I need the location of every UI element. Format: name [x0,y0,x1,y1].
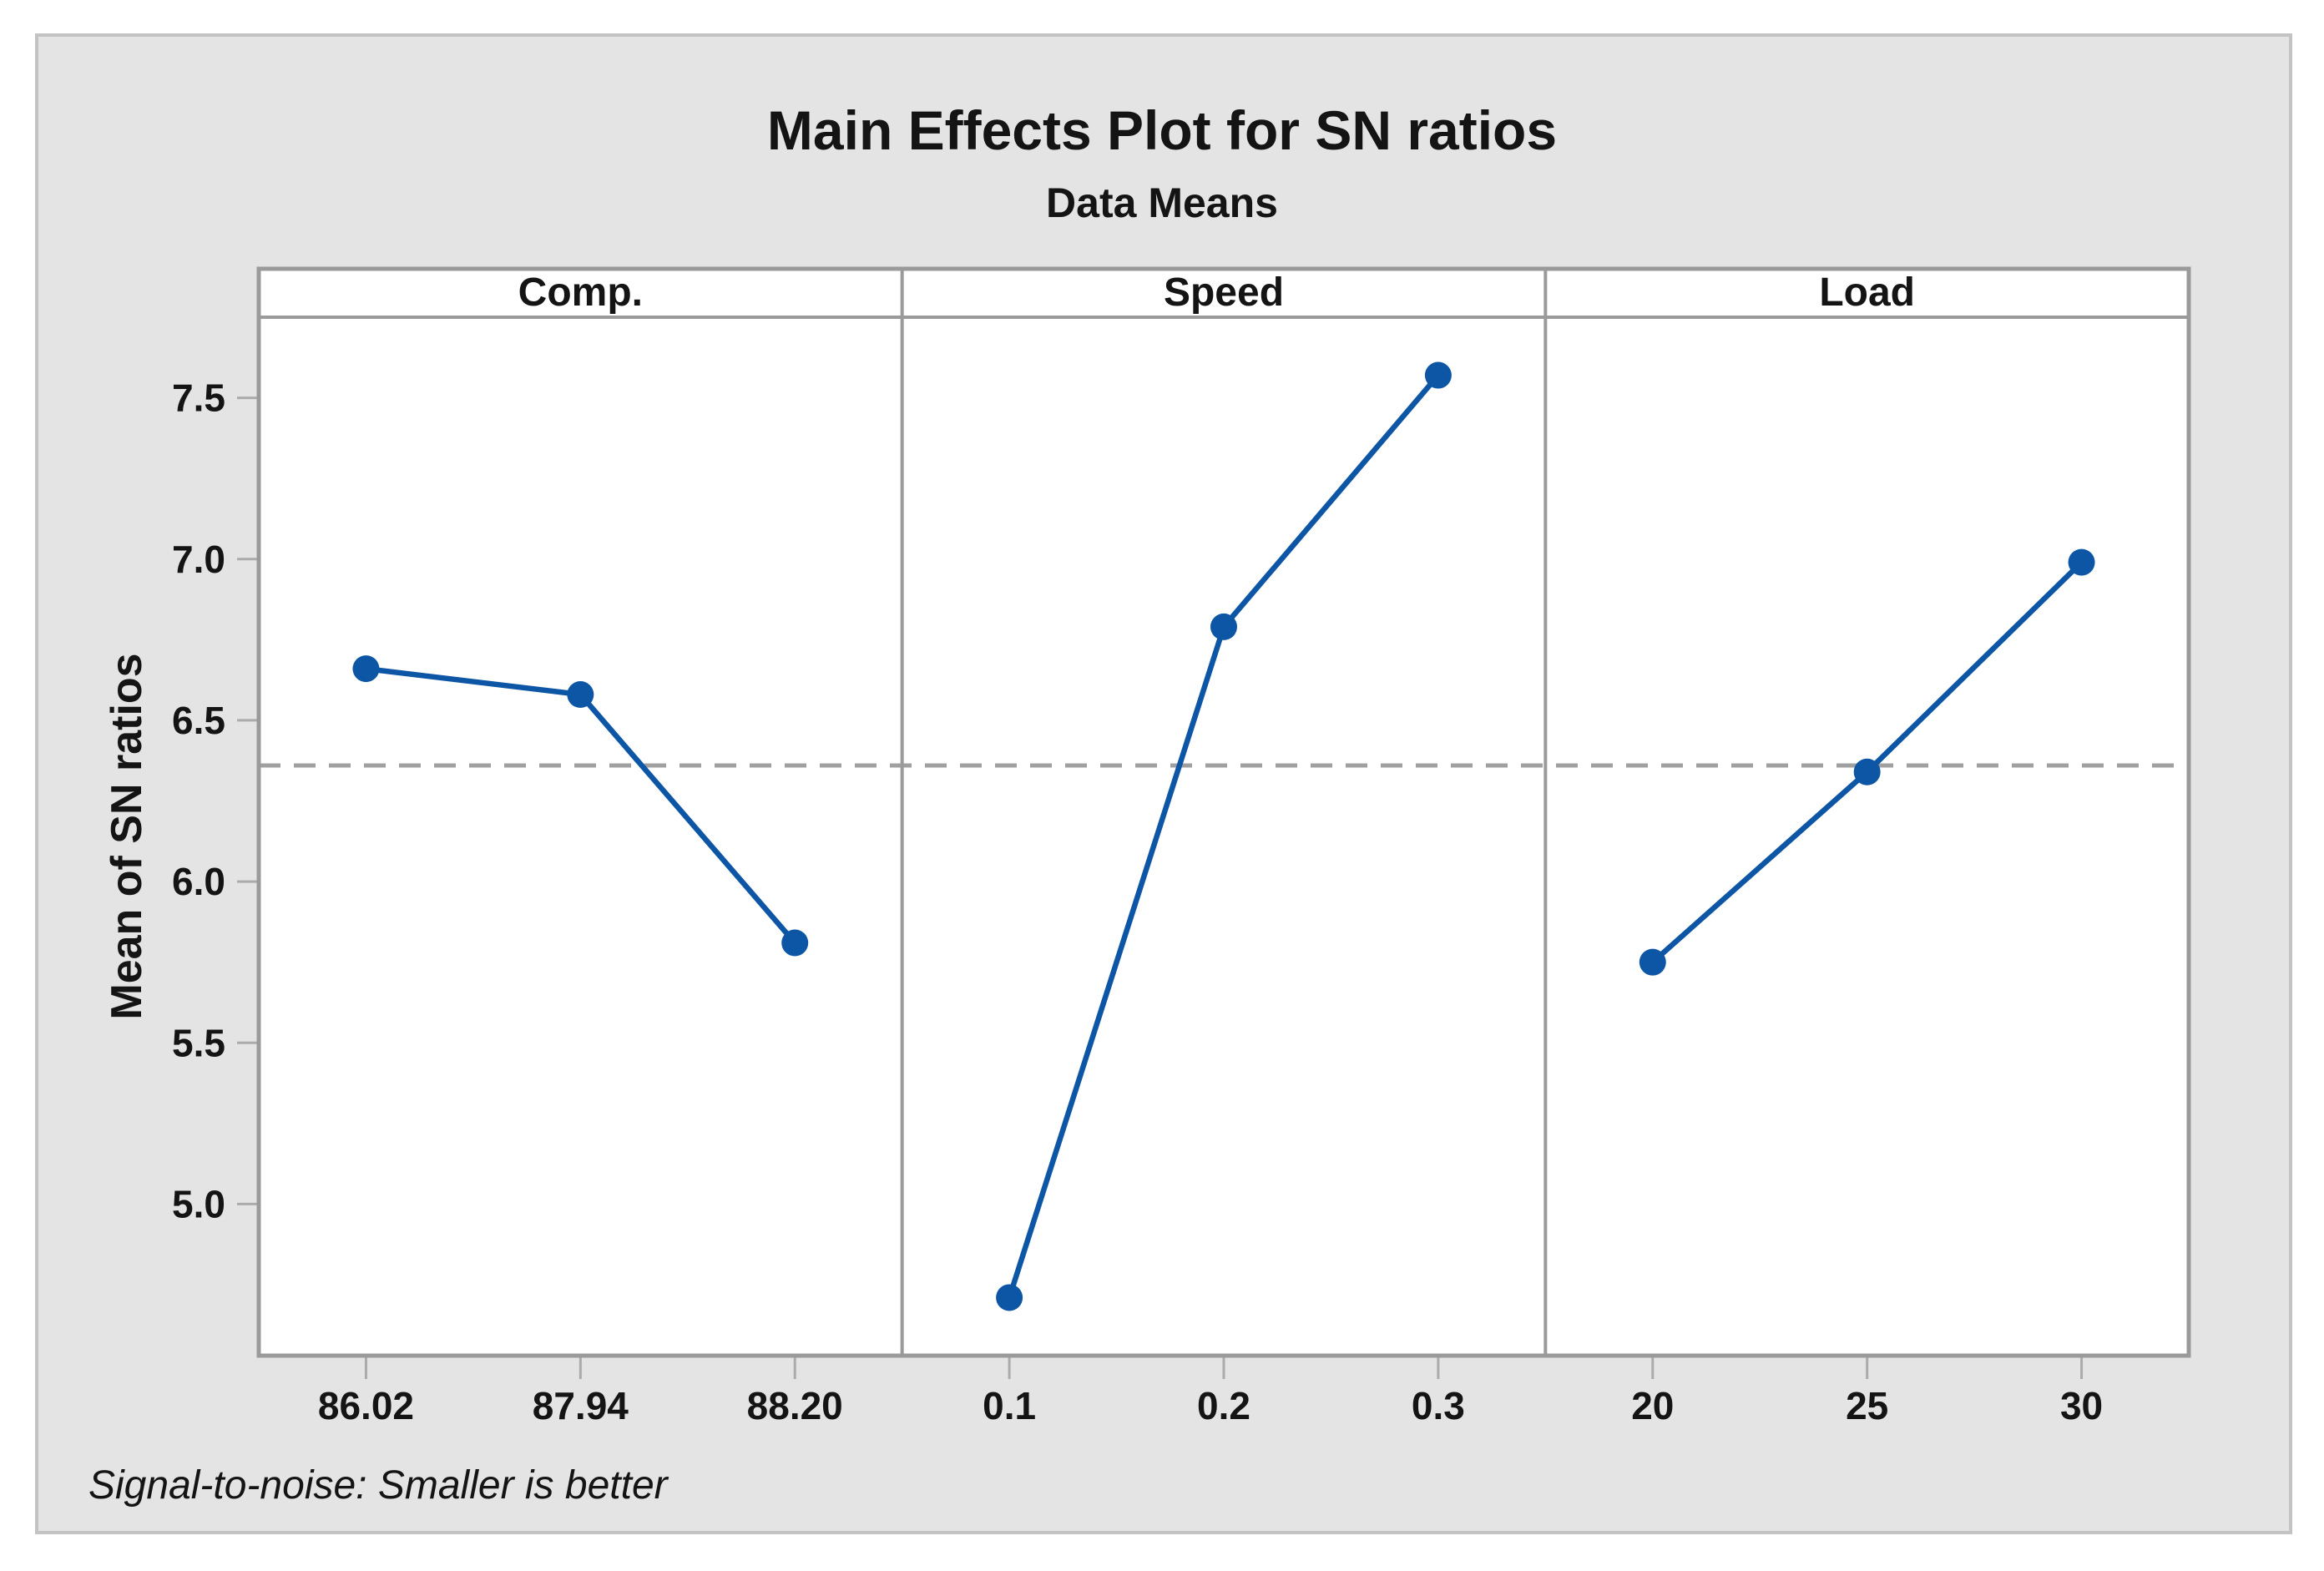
x-tick-label: 88.20 [747,1384,843,1427]
footnote-signal-to-noise: Signal-to-noise: Smaller is better [88,1463,668,1508]
y-tick-label: 7.0 [172,538,225,581]
panel-label: Speed [1164,270,1284,315]
x-tick-label: 0.1 [983,1384,1036,1427]
x-tick-label: 25 [1846,1384,1888,1427]
chart-subtitle: Data Means [1046,179,1278,226]
x-tick-label: 30 [2060,1384,2103,1427]
y-tick-label: 5.0 [172,1182,225,1225]
chart-title: Main Effects Plot for SN ratios [766,99,1558,161]
x-tick-label: 87.94 [533,1384,629,1427]
data-point-marker [1210,613,1237,640]
x-tick-label: 0.3 [1412,1384,1465,1427]
data-point-marker [1853,758,1881,786]
data-point-marker [996,1284,1023,1311]
panel-label: Comp. [518,270,643,315]
y-tick-label: 6.0 [172,860,225,903]
data-point-marker [1424,361,1452,389]
x-tick-label: 20 [1631,1384,1674,1427]
y-tick-label: 7.5 [172,376,225,420]
data-point-marker [352,655,380,683]
data-point-marker [1639,948,1666,976]
data-point-marker [2068,548,2095,576]
y-tick-label: 6.5 [172,699,225,742]
data-point-marker [567,681,594,709]
panel-label: Load [1819,270,1915,315]
y-tick-label: 5.5 [172,1021,225,1064]
plot-background [259,269,2189,1356]
x-tick-label: 86.02 [318,1384,414,1427]
plot-border [256,266,2191,1358]
data-point-marker [781,929,809,957]
x-tick-label: 0.2 [1197,1384,1250,1427]
